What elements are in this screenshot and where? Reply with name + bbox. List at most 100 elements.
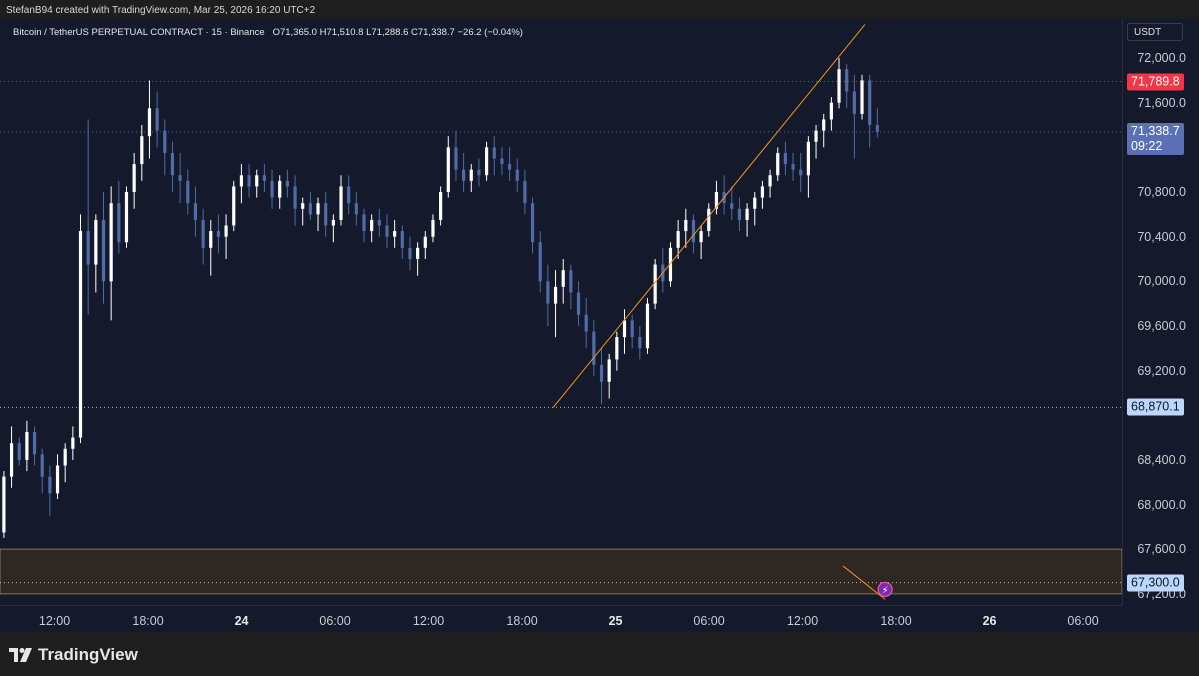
candle-body bbox=[262, 175, 266, 181]
candle-body bbox=[875, 125, 879, 132]
candle-body bbox=[760, 186, 765, 198]
event-marker-glyph: ⚡ bbox=[882, 585, 889, 596]
candle-body bbox=[117, 203, 121, 243]
candle-body bbox=[768, 175, 772, 187]
candle-body bbox=[186, 180, 190, 204]
candle-body bbox=[370, 219, 374, 232]
chart-frame[interactable]: ⚡ Bitcoin / TetherUS PERPETUAL CONTRACT … bbox=[0, 19, 1199, 632]
candle-body bbox=[55, 465, 60, 494]
candle-body bbox=[347, 186, 351, 204]
candle-body bbox=[385, 225, 389, 237]
candle-body bbox=[32, 431, 37, 455]
candle-body bbox=[553, 286, 558, 304]
candle-body bbox=[71, 437, 75, 449]
arrow-marker-line bbox=[842, 565, 886, 600]
chart-credit: StefanB94 created with TradingView.com, … bbox=[6, 5, 316, 16]
candle-body bbox=[484, 147, 489, 176]
candle-body bbox=[783, 152, 787, 165]
candle-body bbox=[806, 141, 810, 176]
candle-body bbox=[48, 476, 52, 494]
trendline bbox=[552, 24, 866, 408]
candle-body bbox=[868, 80, 872, 126]
candle-body bbox=[737, 208, 742, 220]
price-axis[interactable]: 72,000.0 71,600.0 70,800.0 70,400.0 70,000.0… bbox=[1122, 19, 1199, 605]
time-tick-label: 26 bbox=[982, 614, 997, 628]
candle-body bbox=[523, 180, 527, 204]
candle-body bbox=[707, 208, 711, 232]
currency-selector[interactable]: USDT bbox=[1127, 23, 1183, 41]
candle-body bbox=[278, 180, 282, 198]
candle-body bbox=[393, 231, 397, 237]
candle-body bbox=[492, 147, 496, 159]
candle-body bbox=[216, 231, 221, 237]
candle-body bbox=[615, 337, 619, 360]
candlestick-plot[interactable]: ⚡ bbox=[0, 19, 1122, 605]
tradingview-logo: TradingView bbox=[9, 645, 138, 665]
candle-body bbox=[400, 231, 404, 248]
candle-body bbox=[576, 292, 581, 315]
candle-body bbox=[377, 219, 381, 226]
candle-body bbox=[822, 119, 826, 131]
price-tick-label: 68,400.0 bbox=[1137, 452, 1186, 467]
candle-body bbox=[462, 169, 466, 181]
candle-body bbox=[837, 69, 841, 103]
candle-body bbox=[569, 270, 573, 293]
candle-body bbox=[163, 130, 167, 153]
candle-body bbox=[2, 476, 6, 533]
candle-body bbox=[17, 443, 21, 460]
candle-body bbox=[25, 431, 29, 460]
candle-body bbox=[132, 164, 136, 193]
candle-body bbox=[408, 247, 412, 259]
candle-body bbox=[860, 80, 864, 114]
candle-body bbox=[86, 231, 90, 265]
candle-body bbox=[515, 169, 519, 181]
candle-body bbox=[477, 169, 481, 176]
candle-countdown: 09:22 bbox=[1131, 138, 1163, 153]
candle-body bbox=[645, 303, 650, 349]
candle-body bbox=[454, 147, 458, 170]
plot-area[interactable]: ⚡ bbox=[0, 19, 1122, 605]
candle-body bbox=[439, 192, 443, 220]
candle-body bbox=[852, 91, 856, 114]
time-tick-label: 06:00 bbox=[319, 614, 351, 628]
candle-body bbox=[9, 443, 14, 477]
time-tick-label: 24 bbox=[234, 614, 249, 628]
legend-symbol: Bitcoin / TetherUS PERPETUAL CONTRACT · … bbox=[13, 27, 265, 38]
price-tick-label: 71,600.0 bbox=[1137, 95, 1186, 110]
candle-body bbox=[469, 169, 473, 181]
price-tick-label: 70,400.0 bbox=[1137, 229, 1186, 244]
candle-body bbox=[638, 337, 642, 349]
candle-body bbox=[224, 225, 228, 237]
time-tick-label: 18:00 bbox=[880, 614, 912, 628]
price-tick-label: 67,600.0 bbox=[1137, 542, 1186, 557]
candle-body bbox=[316, 203, 320, 215]
tradingview-wordmark: TradingView bbox=[38, 645, 138, 664]
zone-bottom-price-badge: 67,300.0 bbox=[1127, 574, 1184, 592]
candle-body bbox=[653, 264, 657, 304]
time-tick-label: 18:00 bbox=[506, 614, 538, 628]
candle-body bbox=[500, 158, 504, 165]
tradingview-logo-icon bbox=[9, 648, 32, 662]
candle-body bbox=[845, 69, 849, 92]
candle-body bbox=[232, 186, 236, 226]
time-tick-label: 12:00 bbox=[38, 614, 71, 628]
candle-body bbox=[753, 197, 757, 209]
event-marker-icon bbox=[877, 581, 893, 597]
candle-body bbox=[331, 219, 335, 226]
time-axis[interactable]: 12:00 18:00 24 06:00 12:00 18:00 25 06:00 12:00 1… bbox=[0, 605, 1122, 633]
current-price-badge: 71,338.7 09:22 bbox=[1127, 122, 1184, 155]
legend-low: L71,288.6 bbox=[366, 27, 409, 38]
candle-body bbox=[668, 247, 673, 282]
candle-body bbox=[147, 108, 152, 137]
candle-body bbox=[592, 331, 596, 366]
candle-body bbox=[362, 214, 366, 232]
legend-change: −26.2 (−0.04%) bbox=[457, 27, 523, 38]
candle-body bbox=[170, 152, 175, 176]
price-tick-label: 70,000.0 bbox=[1137, 274, 1186, 289]
candle-body bbox=[94, 219, 98, 265]
candle-body bbox=[209, 231, 213, 248]
candle-body bbox=[530, 203, 535, 243]
candle-body bbox=[140, 136, 144, 165]
time-tick-label: 06:00 bbox=[693, 614, 725, 628]
candle-body bbox=[293, 186, 297, 209]
